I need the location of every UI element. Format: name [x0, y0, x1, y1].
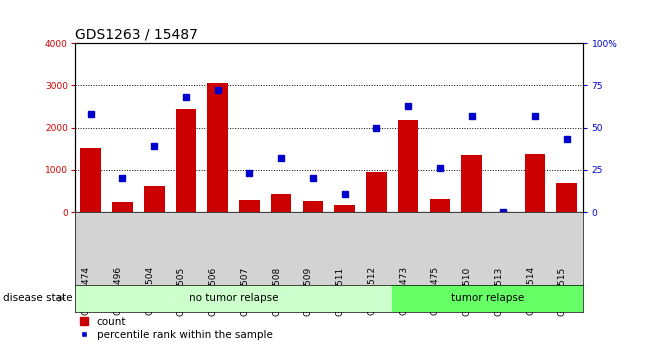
Text: no tumor relapse: no tumor relapse: [189, 294, 278, 303]
Text: tumor relapse: tumor relapse: [450, 294, 524, 303]
Bar: [208, 83, 228, 212]
Bar: [176, 109, 196, 212]
Bar: [462, 155, 482, 212]
Bar: [239, 200, 260, 212]
Bar: [557, 184, 577, 212]
Legend: count, percentile rank within the sample: count, percentile rank within the sample: [80, 317, 273, 340]
Text: disease state: disease state: [3, 294, 73, 303]
Text: GDS1263 / 15487: GDS1263 / 15487: [75, 28, 198, 42]
Bar: [366, 172, 387, 212]
Bar: [144, 186, 165, 212]
Bar: [430, 199, 450, 212]
Bar: [271, 195, 292, 212]
Bar: [335, 205, 355, 212]
Bar: [112, 201, 133, 212]
Bar: [392, 285, 583, 312]
Bar: [398, 120, 419, 212]
Bar: [75, 285, 392, 312]
Bar: [525, 154, 546, 212]
Bar: [81, 148, 101, 212]
Bar: [303, 201, 323, 212]
